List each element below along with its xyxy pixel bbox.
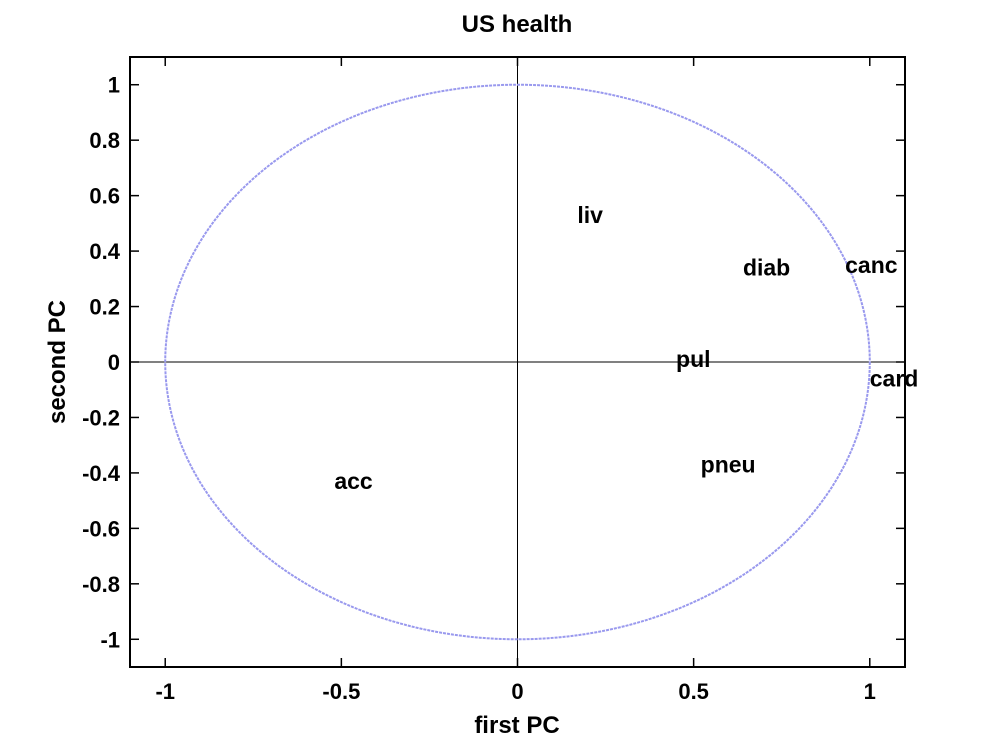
y-tick-label: 0 <box>108 350 120 375</box>
chart-title: US health <box>462 11 573 38</box>
y-tick-label: -0.2 <box>82 405 120 430</box>
x-axis-title: first PC <box>474 712 559 739</box>
y-tick-label: -0.4 <box>82 461 121 486</box>
point-label-card: card <box>870 366 919 392</box>
x-tick-label: -1 <box>155 679 175 704</box>
axes-ticks: -1 -0.5 0 0.5 1 -1 -0.8 -0.6 -0.4 -0.2 0 0.2 0.4 0.6 0… <box>82 57 905 704</box>
y-tick-label: -0.6 <box>82 516 120 541</box>
point-label-pul: pul <box>676 346 711 372</box>
y-tick-label: 0.8 <box>89 128 120 153</box>
point-label-diab: diab <box>743 255 790 281</box>
x-tick-label: -0.5 <box>322 679 360 704</box>
plot-area <box>130 57 905 667</box>
point-label-liv: liv <box>577 202 603 228</box>
x-tick-label: 0 <box>511 679 523 704</box>
y-tick-label: 0.2 <box>89 295 120 320</box>
y-tick-label: 0.6 <box>89 184 120 209</box>
x-tick-label: 0.5 <box>678 679 709 704</box>
y-tick-label: 0.4 <box>89 239 120 264</box>
y-tick-label: -1 <box>100 627 120 652</box>
point-labels: liv diab canc pul card pneu acc <box>334 202 918 494</box>
y-tick-label: -0.8 <box>82 572 120 597</box>
point-label-pneu: pneu <box>701 452 756 478</box>
point-label-acc: acc <box>334 468 373 494</box>
plot-frame <box>129 56 906 668</box>
unit-circle <box>164 83 871 641</box>
x-tick-label: 1 <box>864 679 876 704</box>
y-tick-label: 1 <box>108 73 120 98</box>
y-axis-title: second PC <box>44 300 71 424</box>
point-label-canc: canc <box>845 252 898 278</box>
